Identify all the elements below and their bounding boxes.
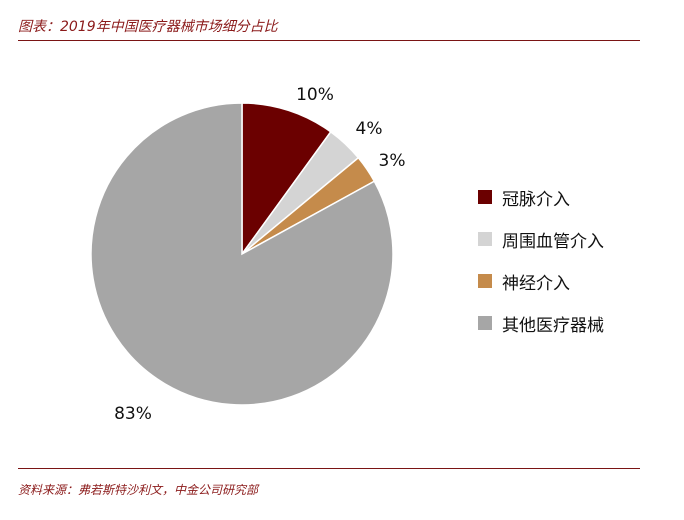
legend-swatch [478,232,492,246]
legend-item-other: 其他医疗器械 [478,302,604,344]
top-divider [18,40,640,41]
legend-label: 冠脉介入 [502,189,570,210]
bottom-divider [18,468,640,469]
source-note: 资料来源：弗若斯特沙利文，中金公司研究部 [18,483,259,497]
pie-slice [241,102,332,257]
legend-swatch [478,190,492,204]
legend-label: 周围血管介入 [502,231,604,252]
legend-item-neuro: 神经介入 [478,260,604,302]
slice-percent-label: 3% [379,151,406,171]
legend-item-coronary: 冠脉介入 [478,176,604,218]
pie-slice [90,102,394,406]
legend-swatch [478,316,492,330]
legend-label: 神经介入 [502,273,570,294]
slice-percent-label: 4% [356,119,383,139]
figure-caption: 图表：2019年中国医疗器械市场细分占比 [18,19,278,35]
chart-legend: 冠脉介入 周围血管介入 神经介入 其他医疗器械 [478,176,604,344]
slice-percent-label: 83% [114,404,152,424]
slice-percent-label: 10% [296,85,334,105]
legend-item-peripheral: 周围血管介入 [478,218,604,260]
legend-swatch [478,274,492,288]
legend-label: 其他医疗器械 [502,315,604,336]
